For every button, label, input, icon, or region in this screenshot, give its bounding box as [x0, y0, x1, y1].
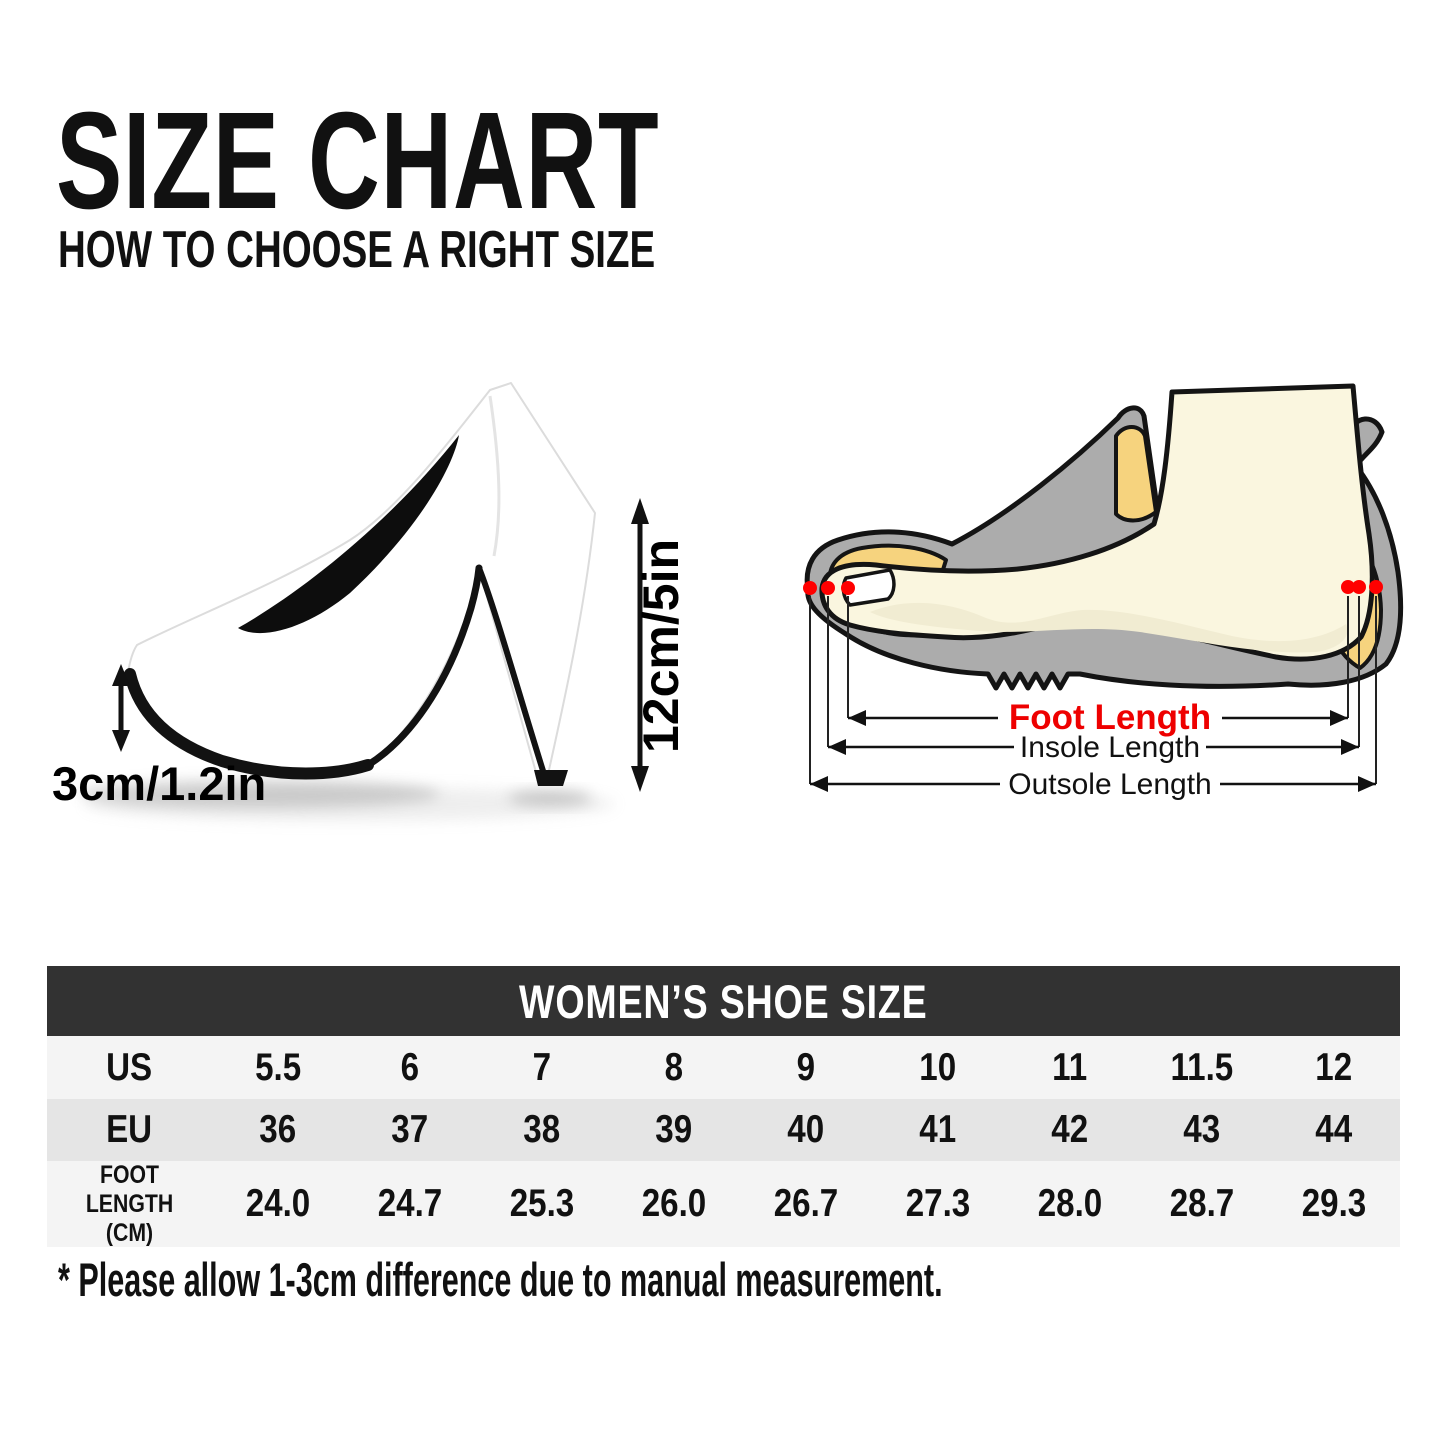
row-label-foot-length: FOOT LENGTH (CM) — [85, 1161, 174, 1247]
size-value: 6 — [400, 1045, 420, 1089]
heel-tip — [534, 770, 568, 786]
size-value: 5.5 — [254, 1045, 302, 1089]
foot-length-arrow — [848, 710, 1348, 726]
size-cell: 28.7 — [1136, 1161, 1268, 1248]
size-value: 24.0 — [245, 1182, 311, 1226]
size-cell: 9 — [740, 1036, 872, 1099]
size-cell: 11 — [1004, 1036, 1136, 1099]
size-cell: 40 — [740, 1099, 872, 1161]
size-value: 26.7 — [773, 1182, 839, 1226]
size-value: 36 — [259, 1108, 297, 1151]
table-title: WOMEN’S SHOE SIZE — [519, 974, 928, 1028]
size-value: 38 — [523, 1108, 561, 1151]
foot-illustration: Foot Length Insole Length Outsole Length — [803, 383, 1404, 801]
platform-height-label: 3cm/1.2in — [52, 757, 266, 810]
size-value: 43 — [1183, 1108, 1221, 1151]
size-cell: 43 — [1136, 1099, 1268, 1161]
size-cell: 42 — [1004, 1099, 1136, 1161]
outsole-length-label: Outsole Length — [1008, 768, 1211, 801]
size-cell: 26.7 — [740, 1161, 872, 1248]
size-cell: 44 — [1268, 1099, 1400, 1161]
size-cell: 7 — [476, 1036, 608, 1099]
size-value: 39 — [655, 1108, 693, 1151]
heel-shoe-diagram: 3cm/1.2in 12cm/5in — [50, 368, 710, 845]
size-cell: 37 — [344, 1099, 476, 1161]
size-cell: 11.5 — [1136, 1036, 1268, 1099]
row-label-eu: EU — [106, 1108, 153, 1151]
page-subtitle: HOW TO CHOOSE A RIGHT SIZE — [58, 221, 656, 279]
size-value: 44 — [1315, 1108, 1353, 1151]
foot-measure-diagram: Foot Length Insole Length Outsole Length — [780, 372, 1428, 802]
table-row-us: US 5.5 6 7 8 9 10 11 11.5 12 — [47, 1036, 1400, 1099]
table-row-eu: EU 36 37 38 39 40 41 42 43 44 — [47, 1099, 1400, 1161]
foot-shading — [870, 602, 1348, 653]
size-cell: 41 — [872, 1099, 1004, 1161]
size-cell: 26.0 — [608, 1161, 740, 1248]
size-cell: 10 — [872, 1036, 1004, 1099]
size-cell: 36 — [212, 1099, 344, 1161]
size-value: 42 — [1051, 1108, 1089, 1151]
heel-height-label: 12cm/5in — [633, 539, 689, 753]
size-value: 26.0 — [641, 1182, 707, 1226]
row-label-cell: US — [47, 1036, 212, 1099]
size-value: 12 — [1315, 1045, 1353, 1089]
size-value: 41 — [919, 1108, 957, 1151]
measure-connectors — [809, 596, 1377, 784]
row-label-cell: EU — [47, 1099, 212, 1161]
size-cell: 24.0 — [212, 1161, 344, 1248]
size-cell: 12 — [1268, 1036, 1400, 1099]
row-label-us: US — [106, 1045, 153, 1089]
size-value: 28.0 — [1037, 1182, 1103, 1226]
size-value: 7 — [532, 1045, 552, 1089]
size-table: WOMEN’S SHOE SIZE US 5.5 6 7 8 9 10 11 1… — [47, 966, 1400, 1248]
foot-length-label: Foot Length — [1009, 698, 1211, 737]
size-value: 24.7 — [377, 1182, 443, 1226]
row-label-cell: FOOT LENGTH (CM) — [47, 1161, 212, 1248]
size-value: 25.3 — [509, 1182, 575, 1226]
table-row-foot-length: FOOT LENGTH (CM) 24.0 24.7 25.3 26.0 26.… — [47, 1161, 1400, 1248]
size-cell: 39 — [608, 1099, 740, 1161]
shoe-shadow — [80, 780, 615, 821]
size-cell: 6 — [344, 1036, 476, 1099]
outsole-length-arrow — [810, 776, 1376, 792]
insole-length-arrow — [828, 739, 1359, 755]
size-cell: 25.3 — [476, 1161, 608, 1248]
size-value: 37 — [391, 1108, 429, 1151]
shoe-opening — [238, 435, 459, 634]
size-value: 8 — [664, 1045, 684, 1089]
size-value: 29.3 — [1301, 1182, 1367, 1226]
size-value: 27.3 — [905, 1182, 971, 1226]
size-value: 11 — [1052, 1045, 1088, 1089]
size-value: 28.7 — [1169, 1182, 1235, 1226]
size-cell: 5.5 — [212, 1036, 344, 1099]
insole-length-label: Insole Length — [1020, 731, 1200, 764]
table-header-row: WOMEN’S SHOE SIZE — [47, 966, 1400, 1036]
measure-dots — [803, 580, 1383, 595]
platform-height-arrow — [112, 664, 130, 752]
heel-height-arrow — [631, 498, 649, 792]
size-cell: 24.7 — [344, 1161, 476, 1248]
measurement-footnote: * Please allow 1-3cm difference due to m… — [58, 1253, 943, 1306]
sole-edge — [124, 564, 547, 780]
size-cell: 28.0 — [1004, 1161, 1136, 1248]
size-value: 10 — [919, 1045, 957, 1089]
table-title-cell: WOMEN’S SHOE SIZE — [47, 966, 1400, 1036]
foot-shape — [819, 383, 1375, 662]
size-cell: 38 — [476, 1099, 608, 1161]
size-value: 11.5 — [1170, 1045, 1234, 1089]
size-cell: 27.3 — [872, 1161, 1004, 1248]
womens-shoe-size-table: WOMEN’S SHOE SIZE US 5.5 6 7 8 9 10 11 1… — [47, 966, 1400, 1248]
size-cell: 29.3 — [1268, 1161, 1400, 1248]
size-cell: 8 — [608, 1036, 740, 1099]
size-value: 40 — [787, 1108, 825, 1151]
size-value: 9 — [796, 1045, 816, 1089]
heel-shoe-illustration: 3cm/1.2in 12cm/5in — [52, 382, 689, 821]
page-title: SIZE CHART — [56, 84, 660, 238]
